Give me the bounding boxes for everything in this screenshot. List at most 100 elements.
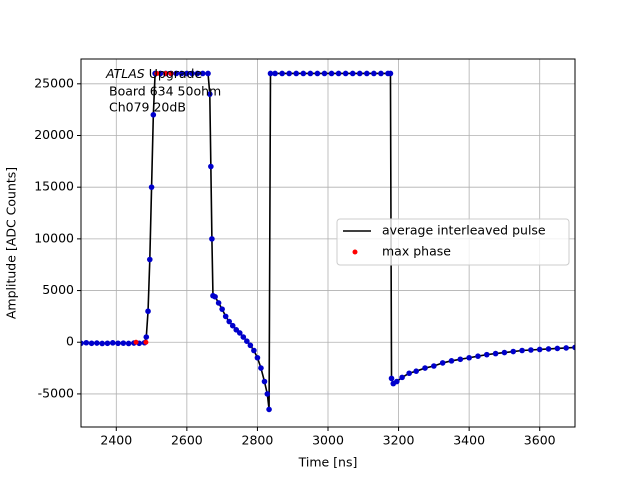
point — [413, 368, 420, 374]
point — [364, 70, 370, 77]
point — [279, 70, 285, 77]
point — [208, 163, 214, 170]
point — [194, 70, 201, 77]
legend-label: max phase — [382, 244, 451, 259]
point — [572, 344, 575, 351]
annotation: Board 634 50ohm — [109, 84, 221, 99]
point — [439, 360, 446, 366]
point — [240, 334, 247, 340]
point — [483, 351, 490, 358]
point — [492, 350, 499, 357]
annotation-emphasis: ATLAS — [105, 66, 145, 81]
point — [266, 406, 272, 413]
point — [399, 374, 405, 381]
point — [261, 378, 268, 385]
point — [199, 70, 206, 77]
point — [236, 330, 243, 336]
point — [272, 70, 278, 77]
x-tick-label: 2800 — [242, 433, 274, 448]
point — [83, 339, 90, 346]
point — [244, 338, 250, 345]
point — [189, 70, 195, 77]
point — [388, 375, 395, 382]
y-tick-label: 5000 — [42, 282, 74, 297]
point — [378, 70, 384, 77]
point — [163, 70, 169, 76]
point — [356, 70, 363, 77]
legend-marker — [352, 249, 358, 255]
point — [335, 70, 342, 77]
point — [148, 184, 155, 190]
legend: average interleaved pulse max phase — [336, 218, 570, 266]
point — [168, 70, 174, 76]
point — [501, 349, 508, 356]
point — [267, 70, 274, 77]
point — [154, 70, 160, 76]
point — [254, 354, 261, 361]
point — [466, 354, 472, 361]
y-tick-label: -5000 — [38, 385, 74, 400]
point — [293, 70, 300, 77]
annotation: Ch079 20dB — [109, 100, 186, 115]
x-tick-label: 3400 — [453, 433, 485, 448]
point — [251, 347, 257, 354]
point — [206, 91, 213, 97]
point — [258, 365, 264, 371]
point — [215, 300, 222, 306]
point — [115, 340, 121, 347]
point — [99, 340, 105, 347]
x-tick-label: 2600 — [171, 433, 203, 448]
x-tick-label: 2400 — [100, 433, 132, 448]
point — [94, 340, 100, 346]
point — [109, 340, 116, 346]
point — [205, 70, 211, 77]
point — [475, 353, 481, 359]
y-tick-label: 0 — [66, 334, 74, 349]
point — [229, 322, 236, 329]
point — [307, 70, 314, 77]
point — [349, 70, 356, 77]
y-tick-label: 10000 — [34, 230, 74, 245]
x-tick-label: 3600 — [524, 433, 556, 448]
x-axis-label: Time [ns] — [298, 455, 358, 470]
point — [133, 339, 139, 345]
legend-label: average interleaved pulse — [382, 223, 546, 238]
point — [510, 348, 517, 355]
legend-box — [336, 218, 570, 266]
point — [286, 70, 292, 77]
y-axis-label: Amplitude [ADC Counts] — [4, 167, 19, 319]
point — [314, 70, 321, 77]
point — [554, 345, 561, 352]
point — [431, 363, 437, 369]
point — [209, 236, 215, 242]
annotation: ATLAS Upgrade — [105, 66, 202, 81]
y-tick-label: 15000 — [34, 179, 74, 194]
point — [120, 340, 127, 346]
point — [157, 70, 164, 77]
point — [394, 378, 400, 385]
point — [173, 70, 180, 77]
point — [125, 340, 132, 347]
y-tick-label: 20000 — [34, 127, 74, 142]
x-tick-label: 3000 — [312, 433, 344, 448]
point — [81, 340, 84, 347]
point — [536, 346, 543, 353]
point — [387, 70, 394, 77]
point — [226, 318, 232, 325]
point — [371, 70, 377, 77]
point — [143, 334, 150, 340]
point — [264, 391, 271, 397]
point — [422, 365, 428, 371]
point — [342, 70, 349, 77]
point — [448, 358, 455, 364]
point — [328, 70, 335, 77]
point — [104, 340, 111, 347]
point — [545, 346, 552, 352]
point — [219, 306, 225, 312]
point — [563, 345, 569, 351]
point — [457, 356, 464, 363]
point — [222, 313, 229, 320]
point — [178, 70, 185, 77]
point — [150, 112, 157, 118]
point — [519, 347, 525, 354]
